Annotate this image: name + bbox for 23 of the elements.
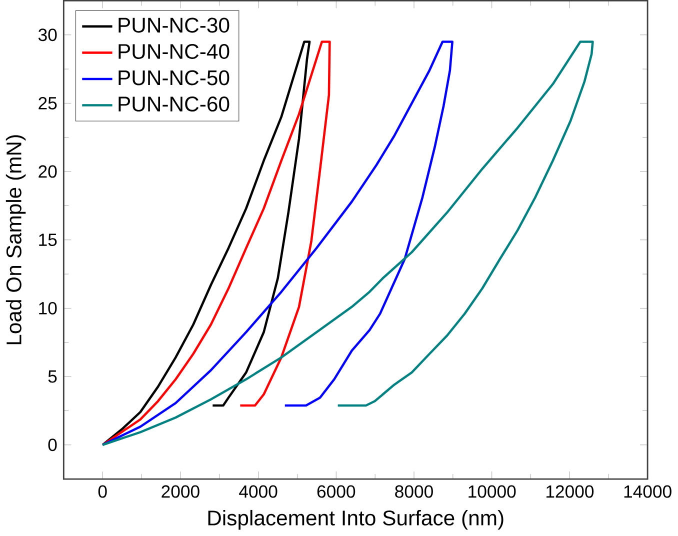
- x-tick-label: 2000: [162, 486, 200, 498]
- y-tick-label: 30: [38, 28, 57, 42]
- x-tick-label: 4000: [239, 486, 278, 498]
- line-series: [101, 40, 454, 446]
- x-tick-label: 0: [98, 486, 107, 498]
- x-tick-label: 10000: [468, 486, 516, 498]
- y-tick-label: 15: [39, 234, 57, 246]
- legend-label: PUN-NC-40: [118, 44, 230, 60]
- y-tick-label: 10: [39, 302, 57, 315]
- x-tick-label: 6000: [317, 486, 356, 498]
- y-tick-label: 0: [48, 438, 57, 452]
- legend-label: PUN-NC-50: [118, 70, 230, 86]
- legend-label: PUN-NC-30: [118, 18, 230, 33]
- y-tick-label: 20: [38, 166, 57, 178]
- x-tick-label: 14000: [624, 486, 672, 498]
- x-tick-label: 12000: [546, 486, 594, 498]
- x-axis-title: Displacement Into Surface (nm): [208, 510, 504, 530]
- x-tick-label: 8000: [395, 486, 433, 498]
- line-series: [101, 40, 594, 446]
- y-tick-label: 25: [38, 97, 57, 110]
- y-axis-title: Load On Sample (mN): [6, 135, 26, 344]
- y-tick-label: 5: [48, 370, 57, 383]
- legend-label: PUN-NC-60: [118, 96, 230, 112]
